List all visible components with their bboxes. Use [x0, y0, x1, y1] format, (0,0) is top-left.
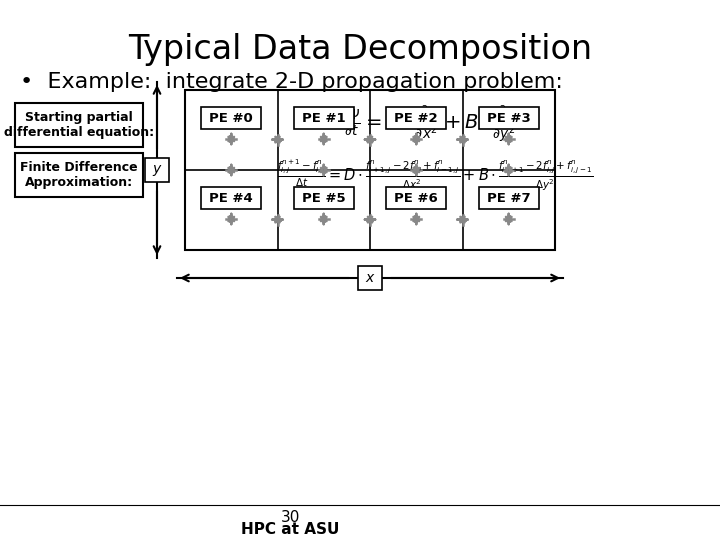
Text: $\frac{\partial\Psi}{\partial t} = D\cdot\frac{\partial^2\Psi}{\partial x^2} + B: $\frac{\partial\Psi}{\partial t} = D\cdo…	[341, 105, 518, 145]
Bar	[202, 187, 261, 209]
Bar	[294, 107, 354, 129]
Text: HPC at ASU: HPC at ASU	[240, 523, 339, 537]
Text: PE #7: PE #7	[487, 192, 531, 205]
Text: 30: 30	[280, 510, 300, 525]
Bar	[386, 107, 446, 129]
Text: $\frac{f_{i,j}^{n+1} - f_{i,j}^{n}}{\Delta t} = D\cdot\frac{f_{i+1,j}^{n} - 2f_{: $\frac{f_{i,j}^{n+1} - f_{i,j}^{n}}{\Del…	[276, 157, 593, 193]
Text: PE #4: PE #4	[210, 192, 253, 205]
Bar	[386, 187, 446, 209]
Bar	[294, 187, 354, 209]
Text: $y$: $y$	[152, 163, 162, 178]
Text: Typical Data Decomposition: Typical Data Decomposition	[128, 33, 592, 66]
Text: $x$: $x$	[364, 271, 375, 285]
Bar	[479, 187, 539, 209]
Text: Finite Difference
Approximation:: Finite Difference Approximation:	[20, 161, 138, 189]
Text: PE #0: PE #0	[210, 111, 253, 125]
Bar	[185, 90, 555, 250]
Text: PE #5: PE #5	[302, 192, 346, 205]
Text: PE #1: PE #1	[302, 111, 346, 125]
Text: PE #2: PE #2	[395, 111, 438, 125]
Bar	[15, 153, 143, 197]
Text: •  Example:  integrate 2-D propagation problem:: • Example: integrate 2-D propagation pro…	[20, 72, 563, 92]
Bar	[145, 158, 169, 182]
Bar	[479, 107, 539, 129]
Bar	[202, 107, 261, 129]
Text: PE #6: PE #6	[395, 192, 438, 205]
Text: PE #3: PE #3	[487, 111, 531, 125]
Bar	[358, 266, 382, 290]
Bar	[15, 103, 143, 147]
Text: Starting partial
differential equation:: Starting partial differential equation:	[4, 111, 154, 139]
